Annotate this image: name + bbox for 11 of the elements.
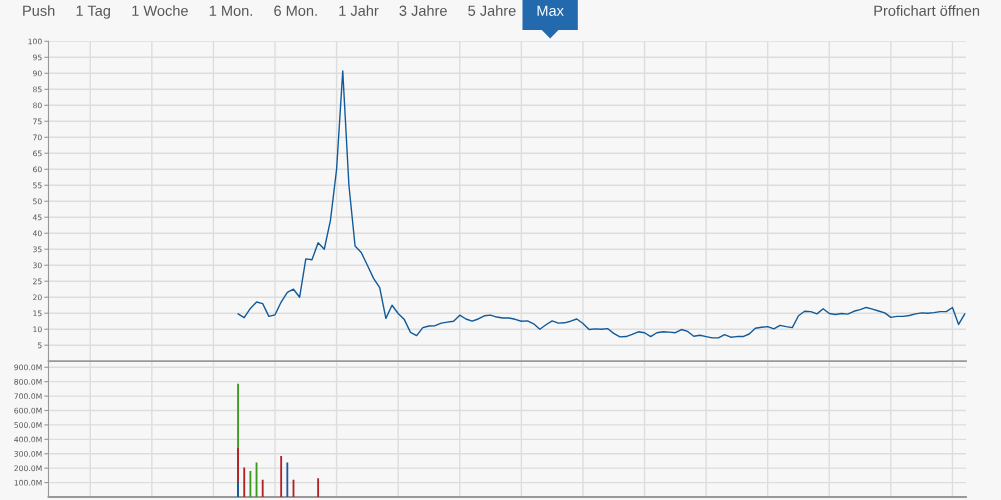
text: Profichart öffnen [874,5,980,16]
category-label: 1 Tag [76,5,110,19]
category-label: 1 Woche [132,5,188,16]
category-label: Max [537,5,564,16]
category-label: 1 Mon. [209,5,252,16]
category-label: 1 Jahr [339,5,379,16]
category-label: 5 Jahre [468,5,516,16]
category-label: Push [23,5,55,16]
category-label: 6 Mon. [274,5,317,16]
category-label: 3 Jahre [399,5,447,16]
line-series [237,70,966,339]
